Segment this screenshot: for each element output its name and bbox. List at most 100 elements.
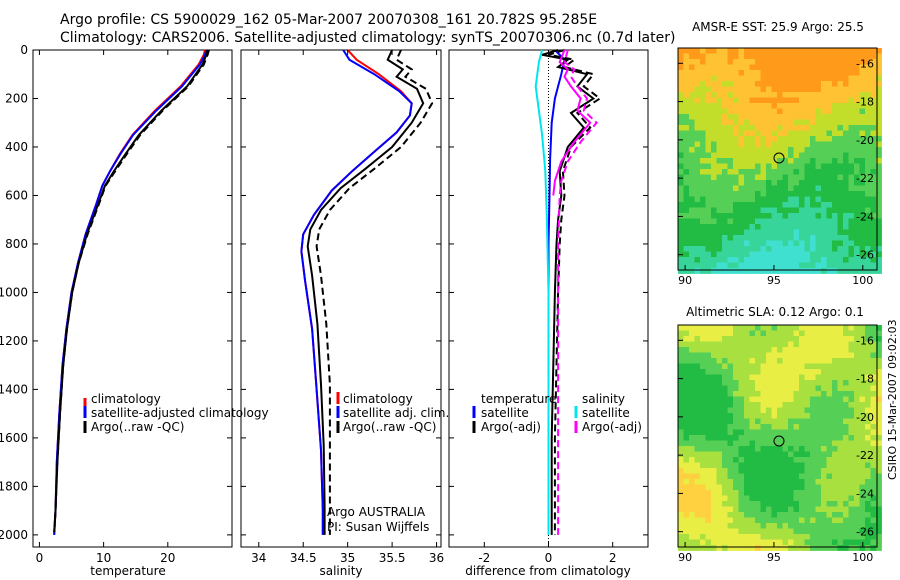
heatmap-cell [799, 229, 805, 236]
heatmap-cell [755, 330, 761, 337]
heatmap-cell [766, 352, 772, 359]
heatmap-cell [810, 490, 816, 496]
heatmap-cell [815, 534, 822, 540]
heatmap-cell [705, 495, 712, 502]
heatmap-cell [821, 358, 827, 364]
heatmap-cell [678, 53, 684, 60]
heatmap-cell [788, 473, 794, 480]
heatmap-cell [711, 369, 717, 375]
heatmap-cell [683, 213, 690, 219]
heatmap-cell [843, 396, 849, 403]
heatmap-cell [678, 136, 684, 142]
heatmap-cell [738, 418, 745, 425]
heatmap-cell [694, 539, 701, 546]
heatmap-cell [705, 330, 712, 337]
heatmap-cell [854, 336, 860, 342]
heatmap-cell [744, 207, 750, 214]
heatmap-cell [832, 64, 838, 71]
heatmap-cell [843, 413, 849, 419]
heatmap-cell [755, 224, 761, 230]
heatmap-cell [727, 330, 734, 337]
heatmap-cell [782, 539, 789, 546]
heatmap-cell [782, 125, 789, 131]
heatmap-cell [689, 369, 695, 375]
heatmap-cell [859, 484, 866, 491]
heatmap-cell [749, 202, 756, 208]
heatmap-cell [766, 517, 772, 524]
heatmap-cell [865, 103, 871, 109]
heatmap-cell [766, 501, 772, 507]
heatmap-cell [799, 119, 805, 126]
heatmap-cell [771, 180, 778, 186]
heatmap-cell [793, 358, 800, 364]
heatmap-cell [804, 158, 811, 164]
heatmap-cell [788, 240, 794, 247]
heatmap-cell [788, 369, 794, 375]
heatmap-cell [859, 380, 866, 386]
heatmap-cell [832, 341, 838, 348]
legend-satellite-adj: satellite adj. clim. [343, 406, 449, 420]
heatmap-cell [870, 207, 877, 214]
heatmap-cell [837, 136, 844, 142]
heatmap-cell [766, 185, 772, 192]
heatmap-cell [700, 103, 706, 109]
heatmap-cell [876, 147, 882, 153]
heatmap-cell [865, 396, 871, 403]
heatmap-cell [749, 130, 756, 137]
heatmap-cell [865, 75, 871, 82]
heatmap-cell [722, 501, 728, 507]
legend-salinity-title: salinity [582, 392, 625, 406]
heatmap-cell [815, 235, 822, 241]
heatmap-cell [870, 479, 877, 485]
heatmap-cell [821, 180, 827, 186]
heatmap-cell [815, 457, 822, 463]
heatmap-cell [843, 336, 849, 342]
heatmap-cell [760, 163, 767, 170]
heatmap-cell [870, 506, 877, 513]
heatmap-cell [865, 358, 871, 364]
heatmap-cell [700, 506, 706, 513]
heatmap-cell [843, 363, 849, 370]
heatmap-cell [799, 429, 805, 436]
sla-map-panel: Altimetric SLA: 0.12 Argo: 0.1 90 95 100-1… [677, 305, 882, 564]
heatmap-cell [815, 158, 822, 164]
heatmap-cell [678, 224, 684, 230]
y-tick-label: 200 [5, 91, 28, 105]
heatmap-cell [782, 158, 789, 164]
heatmap-cell [755, 48, 761, 54]
heatmap-cell [711, 213, 717, 219]
heatmap-cell [711, 484, 717, 491]
heatmap-cell [876, 75, 882, 82]
heatmap-cell [826, 141, 833, 148]
heatmap-cell [788, 92, 794, 98]
heatmap-cell [843, 191, 849, 197]
heatmap-cell [678, 70, 684, 76]
heatmap-cell [760, 114, 767, 120]
heatmap-cell [733, 207, 739, 214]
heatmap-cell [799, 462, 805, 469]
heatmap-cell [755, 462, 761, 469]
heatmap-cell [804, 114, 811, 120]
heatmap-cell [832, 369, 838, 375]
heatmap-cell [766, 534, 772, 540]
heatmap-cell [678, 418, 684, 425]
heatmap-cell [876, 59, 882, 65]
heatmap-cell [749, 512, 756, 518]
heatmap-cell [826, 70, 833, 76]
heatmap-cell [837, 224, 844, 230]
heatmap-cell [683, 262, 690, 269]
heatmap-cell [771, 391, 778, 397]
heatmap-cell [749, 169, 756, 175]
heatmap-cell [766, 191, 772, 197]
heatmap-cell [733, 396, 739, 403]
heatmap-cell [832, 86, 838, 93]
x-tick-label: 20 [160, 551, 175, 565]
heatmap-cell [689, 202, 695, 208]
heatmap-cell [766, 341, 772, 348]
heatmap-cell [837, 97, 844, 104]
heatmap-cell [694, 218, 701, 225]
heatmap-cell [865, 152, 871, 159]
heatmap-cell [760, 391, 767, 397]
heatmap-cell [689, 235, 695, 241]
heatmap-cell [694, 457, 701, 463]
